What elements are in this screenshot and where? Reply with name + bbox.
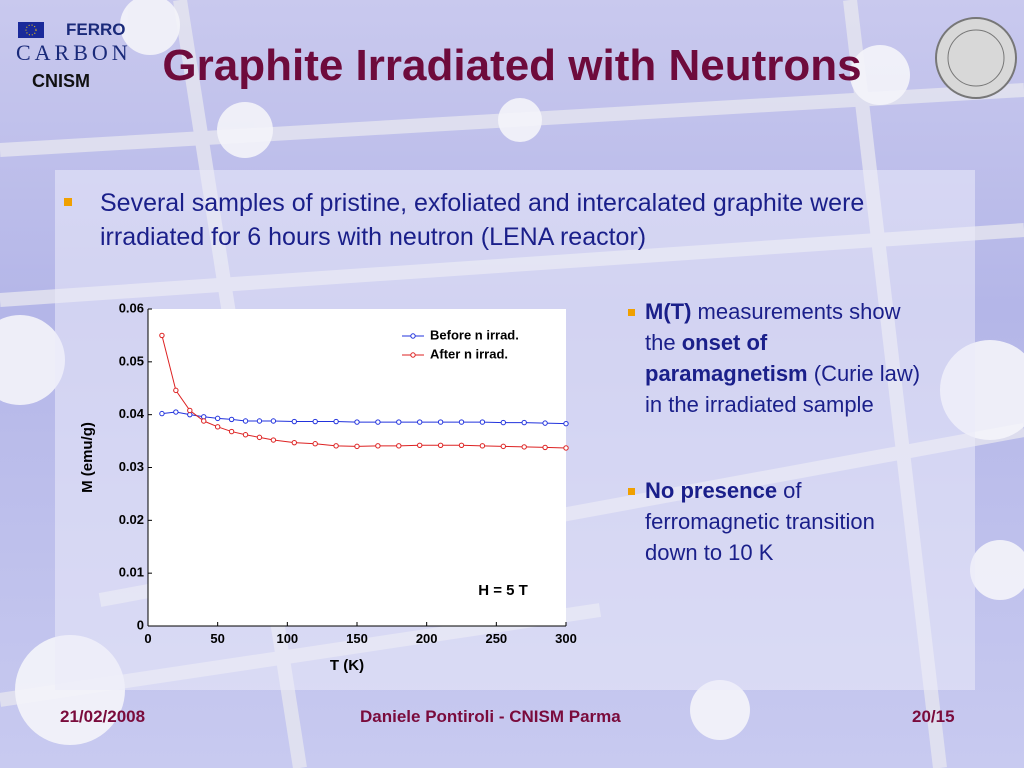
- data-point: [396, 419, 402, 425]
- y-tick-label: 0.02: [119, 512, 144, 527]
- data-point: [201, 418, 207, 424]
- data-point: [354, 443, 360, 450]
- data-point: [256, 418, 263, 424]
- data-point: [173, 409, 179, 415]
- y-tick-label: 0.06: [119, 300, 144, 315]
- data-point: [228, 416, 235, 423]
- footer-date: 21/02/2008: [60, 707, 146, 726]
- data-point: [417, 442, 423, 449]
- bullet-text: No presence of ferromagnetic transition …: [645, 475, 925, 568]
- data-point: [479, 443, 486, 449]
- x-tick-label: 100: [276, 631, 298, 646]
- data-point: [396, 443, 402, 449]
- footer-author: Daniele Pontiroli - CNISM Parma: [360, 707, 621, 726]
- footer-page: 20/15: [912, 707, 955, 726]
- y-tick-label: 0.04: [119, 406, 145, 421]
- bullet-run: (Curie law) in the irradiated sample: [645, 361, 921, 417]
- y-axis-label: M (emu/g): [79, 422, 96, 493]
- data-point: [173, 387, 179, 394]
- data-point: [333, 443, 339, 449]
- x-tick-label: 50: [210, 631, 224, 646]
- data-point: [354, 419, 360, 425]
- data-point: [159, 332, 165, 339]
- data-point: [375, 419, 381, 425]
- data-point: [437, 419, 444, 425]
- data-point: [375, 443, 381, 449]
- annotation: H = 5 T: [478, 582, 528, 599]
- legend-label: After n irrad.: [430, 346, 508, 361]
- bullet-marker: [628, 309, 635, 316]
- data-point: [228, 428, 235, 435]
- data-point: [542, 444, 548, 451]
- data-point: [542, 420, 548, 426]
- bullet-run: of ferromagnetic transition down to 10 K: [645, 478, 875, 565]
- slide-title: Graphite Irradiated with Neutrons: [162, 41, 862, 90]
- x-tick-label: 150: [346, 631, 368, 646]
- data-point: [270, 437, 277, 443]
- data-point: [187, 407, 193, 414]
- bullet-text: M(T) measurements show the onset of para…: [645, 296, 925, 420]
- bullet-marker: [628, 488, 635, 495]
- bullet-run: measurements show the: [645, 299, 901, 355]
- logo-cnism: CNISM: [32, 71, 90, 91]
- intro-text: Several samples of pristine, exfoliated …: [100, 189, 865, 251]
- y-tick-label: 0: [137, 617, 144, 632]
- data-point: [291, 439, 297, 446]
- data-point: [242, 418, 249, 424]
- y-tick-label: 0.05: [119, 353, 144, 368]
- data-point: [458, 419, 465, 425]
- x-axis-label: T (K): [330, 657, 364, 674]
- bullet-run: M(T): [645, 299, 692, 324]
- bullet-marker: [64, 198, 72, 206]
- x-tick-label: 200: [416, 631, 438, 646]
- x-tick-label: 250: [485, 631, 507, 646]
- logo-carbon: CARBON: [16, 40, 132, 65]
- legend-marker: [410, 352, 416, 358]
- data-point: [458, 442, 465, 449]
- data-point: [521, 444, 527, 450]
- legend-label: Before n irrad.: [430, 327, 519, 342]
- data-point: [312, 418, 318, 425]
- bullet-run: onset of paramagnetism: [645, 330, 808, 386]
- data-point: [242, 432, 249, 438]
- data-point: [437, 442, 444, 449]
- data-point: [417, 419, 423, 425]
- data-point: [270, 418, 277, 424]
- data-point: [479, 419, 486, 425]
- legend-marker: [410, 333, 416, 339]
- data-point: [333, 418, 339, 425]
- eu-flag: [18, 22, 44, 38]
- data-point: [214, 424, 221, 430]
- y-tick-label: 0.01: [119, 565, 144, 580]
- university-seal: [935, 17, 1017, 99]
- bullet-run: No presence: [645, 478, 778, 503]
- logo-ferro: FERRO: [66, 20, 126, 39]
- data-point: [214, 415, 221, 422]
- data-point: [521, 419, 527, 426]
- data-point: [256, 434, 263, 441]
- data-point: [159, 410, 165, 417]
- data-point: [563, 445, 569, 451]
- x-tick-label: 300: [555, 631, 577, 646]
- x-tick-label: 0: [144, 631, 151, 646]
- data-point: [563, 420, 569, 427]
- data-point: [500, 443, 506, 450]
- data-point: [291, 418, 297, 425]
- plot-area: [148, 309, 566, 626]
- data-point: [312, 441, 318, 447]
- y-tick-label: 0.03: [119, 459, 144, 474]
- data-point: [500, 419, 506, 426]
